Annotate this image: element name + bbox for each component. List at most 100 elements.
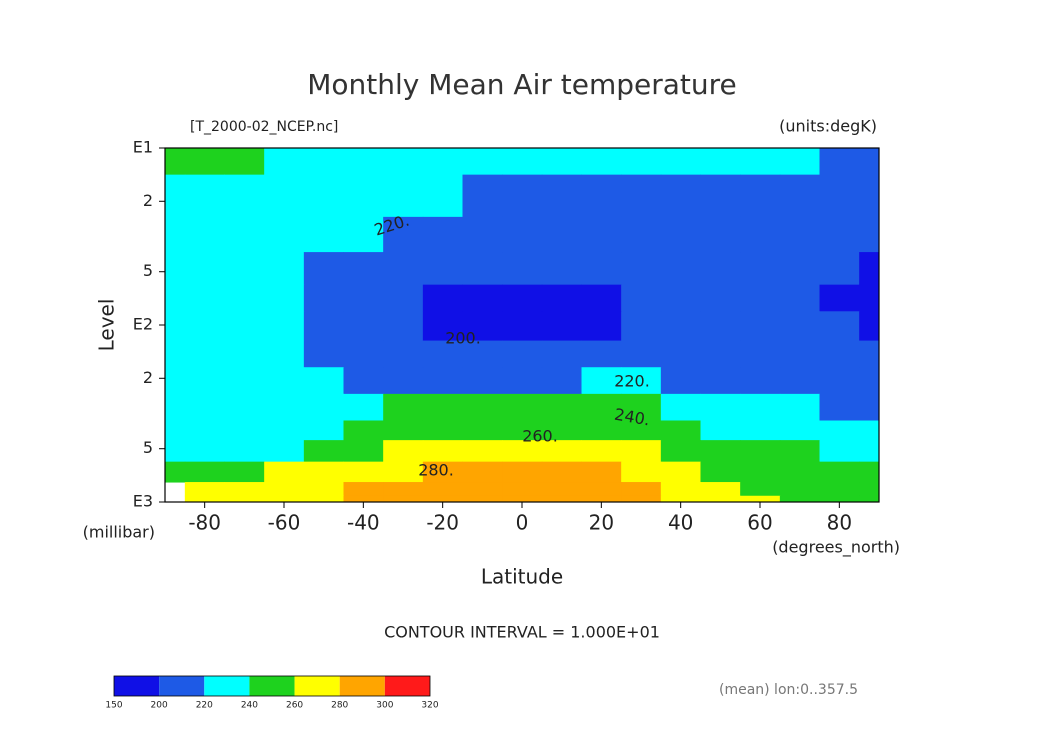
field-cell — [779, 311, 820, 342]
field-cell — [581, 461, 622, 483]
field-cell — [502, 420, 543, 441]
field-cell — [541, 148, 582, 176]
field-cell — [740, 482, 781, 497]
field-cell — [224, 174, 265, 218]
field-cell — [621, 174, 662, 218]
field-cell — [462, 495, 503, 503]
field-cell — [165, 367, 186, 395]
x-axis-label: Latitude — [481, 565, 563, 589]
field-cell — [383, 148, 424, 176]
field-cell — [224, 440, 265, 463]
field-cell — [502, 284, 543, 312]
field-cell — [740, 216, 781, 253]
field-cell — [343, 461, 384, 483]
field-cell — [383, 216, 424, 253]
field-cell — [819, 367, 860, 395]
contour-label: 260. — [522, 427, 558, 446]
field-cell — [165, 284, 186, 312]
field-cell — [581, 367, 622, 395]
field-cell — [740, 393, 781, 422]
field-cell — [660, 482, 701, 497]
field — [165, 148, 880, 503]
field-cell — [264, 440, 305, 463]
field-cell — [383, 440, 424, 463]
field-cell — [184, 367, 225, 395]
field-cell — [859, 367, 880, 395]
field-cell — [264, 393, 305, 422]
colorbar-box — [384, 676, 430, 696]
field-cell — [700, 367, 741, 395]
field-cell — [184, 461, 225, 483]
field-cell — [422, 340, 463, 368]
field-cell — [462, 252, 503, 286]
contour-label: 200. — [445, 329, 481, 348]
field-cell — [700, 252, 741, 286]
field-cell — [779, 340, 820, 368]
field-cell — [184, 440, 225, 463]
field-cell — [740, 440, 781, 463]
field-cell — [462, 148, 503, 176]
field-cell — [779, 482, 820, 497]
field-cell — [859, 440, 880, 463]
field-cell — [700, 340, 741, 368]
field-cell — [224, 284, 265, 312]
field-cell — [303, 495, 344, 503]
colorbar-label: 260 — [286, 701, 303, 711]
field-cell — [819, 482, 860, 497]
field-cell — [779, 174, 820, 218]
field-cell — [740, 284, 781, 312]
field-cell — [224, 252, 265, 286]
field-cell — [462, 311, 503, 342]
field-cell — [700, 420, 741, 441]
field-cell — [502, 174, 543, 218]
field-cell — [343, 311, 384, 342]
field-cell — [700, 216, 741, 253]
field-cell — [303, 311, 344, 342]
field-cell — [165, 420, 186, 441]
field-cell — [184, 420, 225, 441]
field-cell — [660, 174, 701, 218]
field-cell — [343, 216, 384, 253]
x-units: (degrees_north) — [772, 538, 900, 558]
field-cell — [779, 284, 820, 312]
field-cell — [383, 482, 424, 497]
field-cell — [541, 252, 582, 286]
field-cell — [541, 340, 582, 368]
field-cell — [819, 340, 860, 368]
field-cell — [859, 216, 880, 253]
colorbar-box — [114, 676, 160, 696]
field-cell — [859, 174, 880, 218]
field-cell — [819, 420, 860, 441]
field-cell — [581, 216, 622, 253]
field-cell — [541, 216, 582, 253]
field-cell — [859, 393, 880, 422]
field-cell — [819, 461, 860, 483]
y-tick-label: 5 — [143, 261, 153, 280]
colorbar-box — [159, 676, 205, 696]
field-cell — [422, 284, 463, 312]
field-cell — [700, 311, 741, 342]
field-cell — [859, 340, 880, 368]
x-tick-label: 60 — [747, 511, 772, 535]
field-cell — [462, 461, 503, 483]
subtitle: [T_2000-02_NCEP.nc] — [190, 119, 338, 135]
field-cell — [264, 148, 305, 176]
field-cell — [660, 311, 701, 342]
field-cell — [184, 284, 225, 312]
colorbar-box — [294, 676, 340, 696]
colorbar-label: 150 — [105, 701, 122, 711]
y-axis-label: Level — [95, 299, 119, 352]
field-cell — [422, 367, 463, 395]
field-cell — [422, 252, 463, 286]
field-cell — [740, 340, 781, 368]
field-cell — [581, 440, 622, 463]
field-cell — [541, 440, 582, 463]
field-cell — [165, 216, 186, 253]
field-cell — [224, 367, 265, 395]
field-cell — [343, 340, 384, 368]
field-cell — [581, 420, 622, 441]
field-cell — [819, 252, 860, 286]
field-cell — [581, 482, 622, 497]
